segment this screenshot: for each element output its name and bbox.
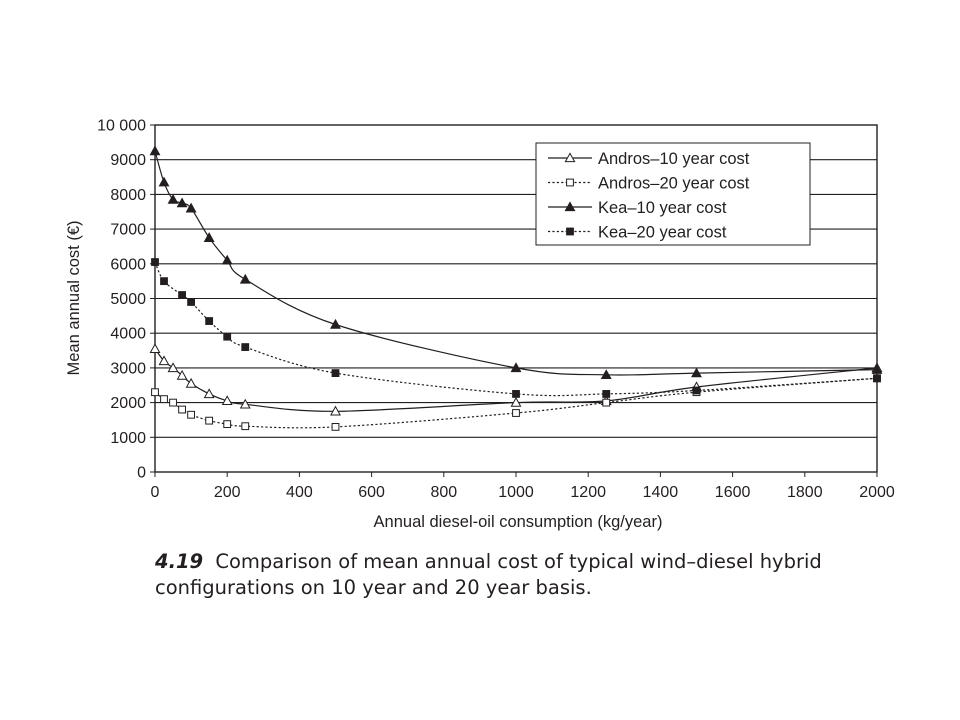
data-point bbox=[178, 405, 186, 414]
data-point bbox=[176, 197, 188, 208]
figure-caption: 4.19 Comparison of mean annual cost of t… bbox=[155, 549, 915, 601]
data-point bbox=[160, 395, 168, 404]
data-point bbox=[331, 369, 340, 378]
legend: Andros–10 year cost Andros–20 year cost Ke… bbox=[535, 142, 811, 246]
data-point bbox=[160, 277, 168, 286]
y-tick-label: 7000 bbox=[110, 222, 146, 239]
data-point bbox=[600, 369, 612, 380]
data-point bbox=[167, 193, 179, 204]
data-point bbox=[203, 388, 215, 399]
x-tick-label: 2000 bbox=[859, 484, 895, 501]
legend-marker bbox=[566, 178, 574, 187]
data-point bbox=[510, 396, 522, 407]
data-point bbox=[239, 273, 251, 284]
legend-label: Andros–20 year cost bbox=[598, 175, 750, 193]
data-point bbox=[602, 398, 611, 407]
data-point bbox=[187, 298, 195, 306]
x-tick-label: 1400 bbox=[643, 484, 679, 501]
x-tick-label: 1200 bbox=[570, 484, 606, 501]
data-point bbox=[158, 355, 170, 366]
data-point bbox=[187, 410, 195, 419]
data-point bbox=[512, 390, 520, 398]
y-tick-label: 3000 bbox=[110, 360, 146, 377]
x-axis-label: Annual diesel-oil consumption (kg/year) bbox=[374, 513, 663, 531]
data-point bbox=[221, 254, 233, 265]
data-point bbox=[169, 398, 177, 407]
x-axis-ticks: 0 200 400 600 800 1000 1200 1400 1600 1800 2000 bbox=[151, 472, 895, 501]
y-tick-label: 6000 bbox=[110, 256, 146, 273]
y-tick-label: 5000 bbox=[110, 291, 146, 308]
data-point bbox=[691, 367, 702, 378]
line-chart: 0 200 400 600 800 1000 1200 1400 1600 1800 2000 0 1… bbox=[65, 118, 895, 532]
caption-text: Comparison of mean annual cost of typica… bbox=[155, 550, 822, 599]
x-tick-label: 400 bbox=[286, 484, 313, 501]
y-tick-label: 10 000 bbox=[97, 118, 146, 135]
data-point bbox=[692, 386, 701, 395]
data-point bbox=[331, 422, 340, 431]
data-point bbox=[330, 405, 341, 416]
data-point bbox=[185, 377, 197, 388]
y-tick-label: 4000 bbox=[110, 326, 146, 343]
series-markers bbox=[149, 145, 883, 431]
data-point bbox=[178, 291, 186, 299]
data-point bbox=[151, 388, 159, 397]
y-tick-label: 2000 bbox=[110, 395, 146, 412]
data-point bbox=[510, 362, 522, 373]
data-point bbox=[223, 420, 232, 429]
y-tick-label: 0 bbox=[137, 465, 146, 482]
grid bbox=[155, 159, 877, 438]
data-point bbox=[871, 364, 883, 374]
series-line-3 bbox=[154, 261, 878, 397]
data-point bbox=[241, 343, 250, 351]
data-point bbox=[151, 258, 159, 266]
data-point bbox=[149, 343, 161, 353]
data-point bbox=[512, 409, 520, 417]
y-tick-label: 9000 bbox=[110, 152, 146, 169]
data-point bbox=[221, 395, 233, 406]
x-tick-label: 200 bbox=[214, 484, 241, 501]
data-point bbox=[223, 332, 232, 341]
data-point bbox=[185, 202, 197, 213]
data-point bbox=[602, 390, 611, 398]
caption-number: 4.19 bbox=[155, 550, 204, 573]
data-point bbox=[873, 374, 881, 383]
x-tick-label: 1600 bbox=[715, 484, 751, 501]
legend-label: Kea–20 year cost bbox=[598, 224, 727, 242]
data-point bbox=[158, 176, 170, 187]
legend-label: Kea–10 year cost bbox=[598, 199, 727, 217]
legend-marker bbox=[564, 152, 576, 163]
x-tick-label: 800 bbox=[430, 484, 457, 501]
y-tick-label: 1000 bbox=[110, 430, 146, 447]
x-tick-label: 1800 bbox=[787, 484, 823, 501]
data-point bbox=[239, 398, 251, 409]
data-point bbox=[205, 317, 214, 325]
y-tick-label: 8000 bbox=[110, 187, 146, 204]
data-point bbox=[149, 145, 161, 156]
y-axis-label: Mean annual cost (€) bbox=[65, 220, 83, 375]
legend-marker bbox=[564, 201, 576, 212]
data-point bbox=[241, 422, 250, 431]
data-point bbox=[330, 318, 341, 329]
data-point bbox=[167, 362, 179, 373]
x-tick-label: 0 bbox=[151, 484, 160, 501]
legend-box bbox=[535, 142, 811, 246]
legend-label: Andros–10 year cost bbox=[598, 150, 750, 168]
data-point bbox=[203, 232, 215, 242]
x-tick-label: 1000 bbox=[498, 484, 534, 501]
x-tick-label: 600 bbox=[358, 484, 385, 501]
y-axis-ticks: 0 1000 2000 3000 4000 5000 6000 7000 8000 9000 10 … bbox=[97, 118, 155, 482]
data-point bbox=[205, 416, 214, 425]
legend-marker bbox=[566, 227, 574, 236]
data-point bbox=[176, 369, 188, 380]
